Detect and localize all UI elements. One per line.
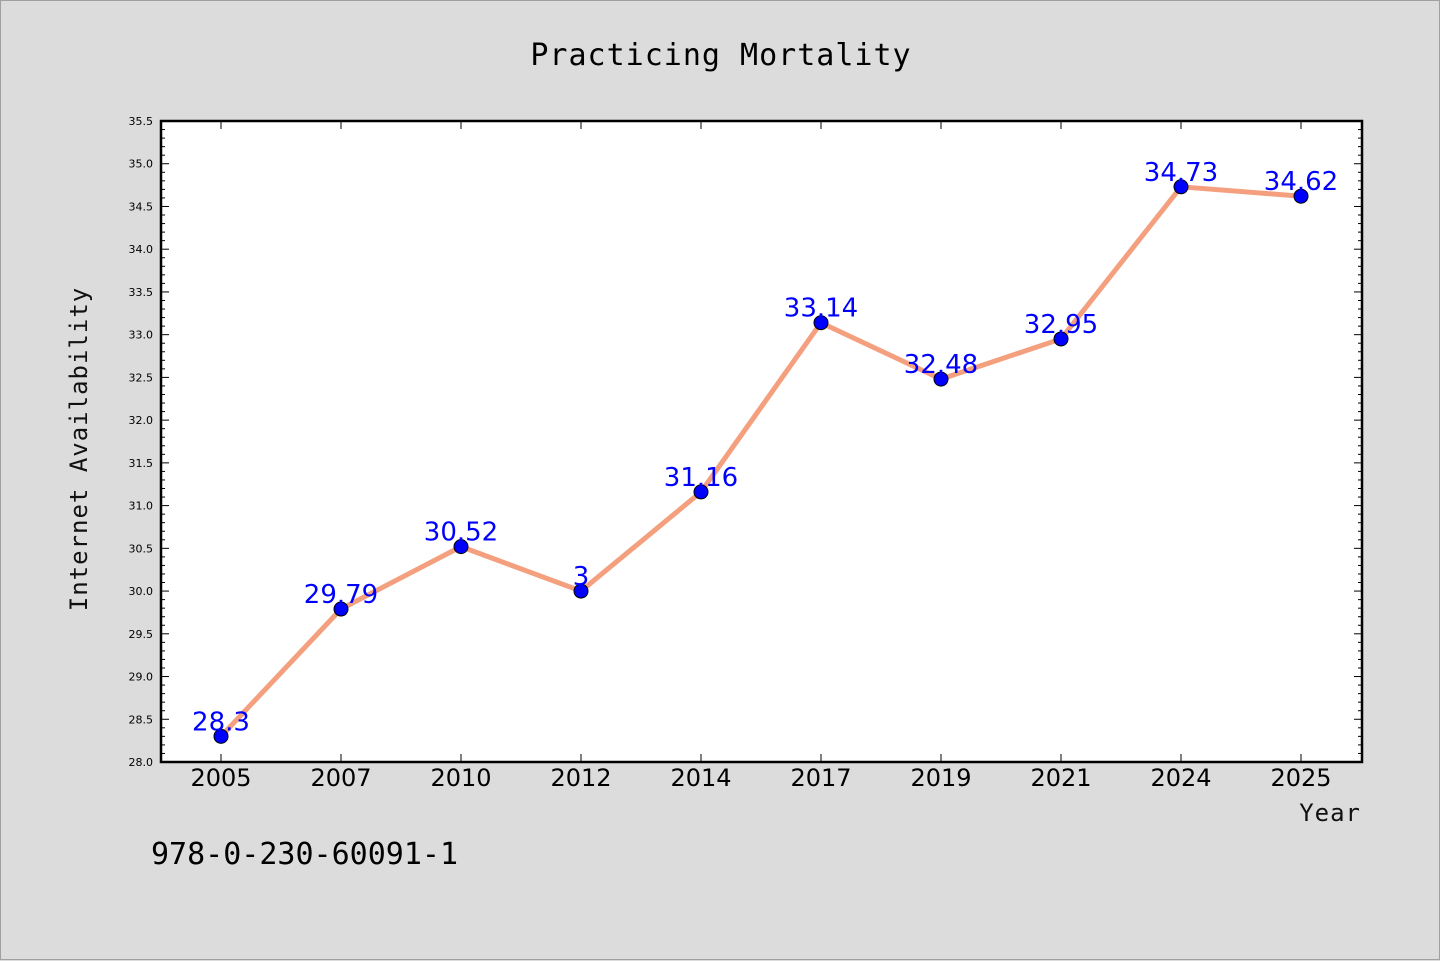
y-tick-label: 34.0 — [129, 243, 154, 256]
y-tick-label: 28.5 — [129, 713, 154, 726]
data-label: 30.52 — [424, 518, 498, 548]
y-tick-label: 30.0 — [129, 585, 154, 598]
x-tick-label: 2005 — [190, 764, 251, 792]
data-label: 33.14 — [784, 294, 858, 324]
y-tick-label: 34.5 — [129, 200, 154, 213]
y-tick-label: 29.0 — [129, 671, 154, 684]
x-tick-label: 2019 — [910, 764, 971, 792]
data-label: 34.73 — [1144, 158, 1218, 188]
data-point — [573, 583, 589, 599]
y-tick-label: 30.5 — [129, 542, 154, 555]
data-label: 32.48 — [904, 350, 978, 380]
y-tick-label: 31.0 — [129, 500, 154, 513]
data-labels: 28.3 29.79 30.52 3 31.16 33.14 32.48 32.95 34.73… — [192, 158, 1338, 738]
data-point — [1293, 188, 1309, 204]
y-tick-label: 35.5 — [129, 115, 154, 128]
data-point — [213, 728, 229, 744]
data-label: 34.62 — [1264, 167, 1338, 197]
y-tick-label: 32.0 — [129, 414, 154, 427]
x-tick-label: 2025 — [1270, 764, 1331, 792]
data-point — [1173, 179, 1189, 195]
data-point — [693, 484, 709, 500]
series-line — [218, 184, 1304, 739]
data-point — [453, 539, 469, 555]
x-tick-label: 2017 — [790, 764, 851, 792]
y-axis: 28.0 28.5 29.0 29.5 30.0 30.5 31.0 31.5 32.0 32.5… — [129, 115, 1362, 769]
x-tick-label: 2021 — [1030, 764, 1091, 792]
y-tick-label: 33.0 — [129, 329, 154, 342]
x-tick-label: 2010 — [430, 764, 491, 792]
y-axis-label: Internet Availability — [65, 287, 93, 611]
x-tick-label: 2024 — [1150, 764, 1211, 792]
data-point — [333, 601, 349, 617]
x-tick-label: 2014 — [670, 764, 731, 792]
y-tick-label: 28.0 — [129, 756, 154, 769]
y-tick-label: 33.5 — [129, 286, 154, 299]
x-axis: 2005 2007 2010 2012 2014 2017 2019 2021 2024 2025 — [190, 121, 1332, 792]
y-tick-label: 32.5 — [129, 371, 154, 384]
data-label: 29.79 — [304, 580, 378, 610]
data-label: 31.16 — [664, 463, 738, 493]
data-label: 3 — [573, 562, 590, 592]
data-point — [933, 371, 949, 387]
data-points — [213, 179, 1309, 744]
data-point — [1053, 331, 1069, 347]
y-tick-label: 31.5 — [129, 457, 154, 470]
plot-area — [159, 119, 1364, 764]
data-label: 28.3 — [192, 707, 250, 737]
data-label: 32.95 — [1024, 310, 1098, 340]
x-axis-label: Year — [1299, 799, 1361, 827]
isbn-annotation: 978-0-230-60091-1 — [151, 837, 458, 872]
y-tick-label: 35.0 — [129, 158, 154, 171]
data-point — [813, 315, 829, 331]
y-tick-label: 29.5 — [129, 628, 154, 641]
chart-title: Practicing Mortality — [530, 38, 911, 73]
x-tick-label: 2007 — [310, 764, 371, 792]
x-tick-label: 2012 — [550, 764, 611, 792]
